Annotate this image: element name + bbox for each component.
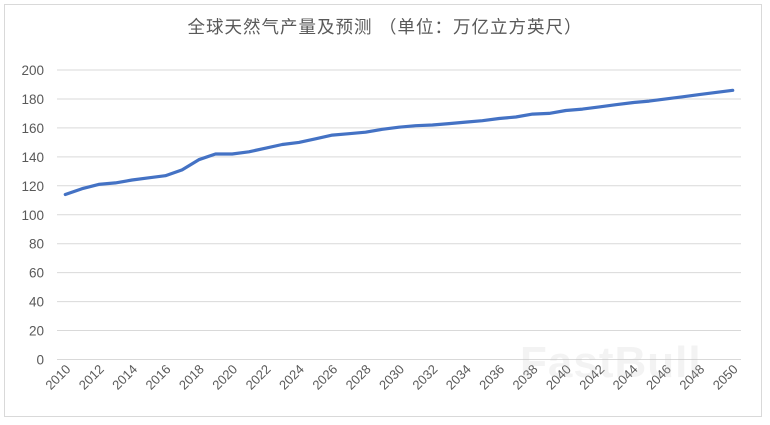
- y-axis-labels: 0 20 40 60 80 100 120 140 160 180 200: [21, 63, 44, 368]
- x-tick-label: 2050: [710, 362, 741, 393]
- x-tick-label: 2042: [576, 362, 607, 393]
- x-axis-labels: 2010 2012 2014 2016 2018 2020 2022 2024 2026 2028…: [42, 362, 740, 393]
- gridlines: [57, 69, 741, 360]
- y-tick-label: 140: [21, 150, 44, 165]
- x-tick-label: 2020: [209, 362, 240, 393]
- x-tick-label: 2030: [376, 362, 407, 393]
- x-tick-label: 2028: [343, 362, 374, 393]
- x-tick-label: 2016: [143, 362, 174, 393]
- x-tick-label: 2034: [443, 362, 474, 393]
- x-tick-label: 2044: [610, 362, 641, 393]
- y-tick-label: 200: [21, 63, 44, 78]
- chart-frame: [4, 4, 762, 417]
- x-tick-label: 2022: [243, 362, 274, 393]
- x-tick-label: 2048: [676, 362, 707, 393]
- x-tick-label: 2036: [476, 362, 507, 393]
- y-tick-label: 180: [21, 92, 44, 107]
- y-tick-label: 160: [21, 121, 44, 136]
- x-tick-label: 2018: [176, 362, 207, 393]
- x-tick-label: 2024: [276, 362, 307, 393]
- x-tick-label: 2012: [76, 362, 107, 393]
- x-tick-label: 2038: [510, 362, 541, 393]
- chart-title: 全球天然气产量及预测 （单位：万亿立方英尺）: [187, 18, 583, 38]
- y-tick-label: 60: [29, 266, 44, 281]
- production-line: [63, 88, 735, 197]
- x-tick-label: 2010: [42, 362, 73, 393]
- y-tick-label: 120: [21, 179, 44, 194]
- x-tick-label: 2026: [309, 362, 340, 393]
- y-tick-label: 80: [29, 237, 44, 252]
- y-tick-label: 40: [29, 295, 44, 310]
- y-tick-label: 20: [29, 324, 44, 339]
- x-tick-label: 2032: [409, 362, 440, 393]
- y-tick-label: 100: [21, 208, 44, 223]
- x-tick-label: 2040: [543, 362, 574, 393]
- x-tick-label: 2046: [643, 362, 674, 393]
- x-tick-label: 2014: [109, 362, 140, 393]
- y-tick-label: 0: [36, 353, 44, 368]
